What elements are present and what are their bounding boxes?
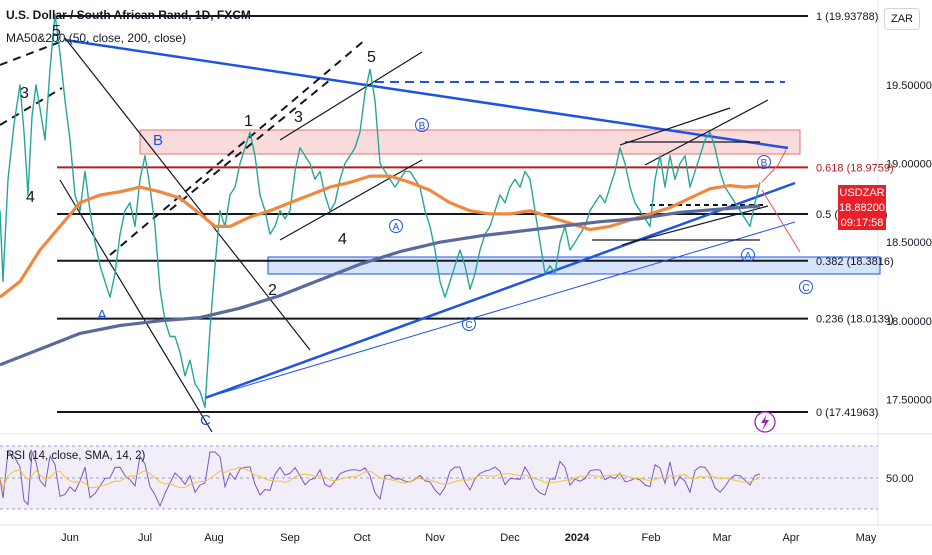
x-tick-0: Jun xyxy=(61,532,79,544)
circle-label-a-1: A xyxy=(393,222,400,233)
rsi-level-label: 50.00 xyxy=(886,473,914,485)
x-tick-11: May xyxy=(856,532,877,544)
wave-label-4b: 4 xyxy=(338,231,347,248)
projection-up-arrow[interactable] xyxy=(761,149,787,183)
wave-label-c: C xyxy=(200,412,211,429)
wave-labels: 3 4 5 A 2 C 1 3 5 4 B xyxy=(20,23,376,429)
currency-button[interactable]: ZAR xyxy=(884,8,920,30)
channel-line-b[interactable] xyxy=(59,179,213,433)
x-tick-4: Oct xyxy=(353,532,370,544)
rsi-line xyxy=(0,451,761,508)
fib-label-0: 1 (19.93788) xyxy=(816,11,878,23)
circle-label-a-2: A xyxy=(745,251,752,262)
fib-label-3: 0.382 (18.3816) xyxy=(816,256,894,268)
y-tick-2: 18.50000 xyxy=(886,237,932,249)
flag-bottom[interactable] xyxy=(621,205,769,246)
price-axis-labels: 19.50000 19.00000 18.50000 18.00000 17.50000 xyxy=(886,80,932,406)
wedge-top[interactable] xyxy=(279,51,423,141)
fib-label-4: 0.236 (18.0139) xyxy=(816,314,894,326)
lightning-icon[interactable] xyxy=(754,411,776,433)
wedge-bottom[interactable] xyxy=(279,159,423,241)
wave-label-2: 2 xyxy=(268,282,277,299)
indicator-legend[interactable]: MA50&200 (50, close, 200, close) xyxy=(6,31,187,45)
x-tick-6: Dec xyxy=(500,532,520,544)
flag-top[interactable] xyxy=(619,107,731,146)
dashed-channel-bottom-left[interactable] xyxy=(0,87,63,126)
series-price xyxy=(0,13,761,408)
y-tick-0: 19.50000 xyxy=(886,80,932,92)
x-tick-1: Jul xyxy=(138,532,152,544)
circle-c-1 xyxy=(462,317,476,331)
wave-label-1: 1 xyxy=(244,113,253,130)
wave-label-5b: 5 xyxy=(367,49,376,66)
fib-label-5: 0 (17.41963) xyxy=(816,407,878,419)
price-tag-symbol: USDZAR xyxy=(838,185,886,200)
y-tick-4: 17.50000 xyxy=(886,394,932,406)
wave-label-b: B xyxy=(153,132,163,149)
rsi-legend[interactable]: RSI (14, close, SMA, 14, 2) xyxy=(6,450,146,462)
time-axis-labels: Jun Jul Aug Sep Oct Nov Dec 2024 Feb Mar Apr May xyxy=(61,532,877,544)
descending-trendline[interactable] xyxy=(64,38,789,150)
wave-label-5: 5 xyxy=(52,23,61,40)
x-tick-5: Nov xyxy=(425,532,445,544)
x-tick-3: Sep xyxy=(280,532,300,544)
flag-mid[interactable] xyxy=(644,99,769,166)
dashed-channel-2[interactable] xyxy=(169,79,331,211)
circle-c-2 xyxy=(799,280,813,294)
fib-label-1: 0.618 (18.9759) xyxy=(816,162,894,174)
thin-ascending-trendline[interactable] xyxy=(204,221,796,399)
circle-label-c-1: C xyxy=(465,320,472,331)
series xyxy=(0,13,761,408)
circle-label-b-1: B xyxy=(419,121,426,132)
wave-label-a: A xyxy=(97,307,107,324)
price-tag-value: 18.88200 xyxy=(838,200,886,215)
circle-label-b-2: B xyxy=(761,158,768,169)
circle-a-1 xyxy=(389,219,403,233)
wave-label-4: 4 xyxy=(26,189,35,206)
wave-label-3: 3 xyxy=(20,85,29,102)
circle-a-2 xyxy=(741,248,755,262)
trend-lines[interactable] xyxy=(0,37,801,433)
symbol-title: U.S. Dollar / South African Rand, 1D, FX… xyxy=(6,8,251,22)
circle-b-2 xyxy=(757,155,771,169)
series-ma200 xyxy=(0,204,761,367)
y-tick-3: 18.00000 xyxy=(886,316,932,328)
circle-label-c-2: C xyxy=(802,283,809,294)
x-tick-8: Feb xyxy=(642,532,661,544)
x-tick-10: Apr xyxy=(782,532,799,544)
y-tick-1: 19.00000 xyxy=(886,159,932,171)
circle-labels: B A C B A C xyxy=(389,118,813,331)
price-tag-countdown: 09:17:58 xyxy=(838,215,886,230)
x-tick-2: Aug xyxy=(204,532,224,544)
fib-levels: 1 (19.93788)0.618 (18.9759)0.5 (18.67876… xyxy=(57,11,894,419)
x-tick-9: Mar xyxy=(713,532,732,544)
projection-down-arrow[interactable] xyxy=(761,189,801,253)
wave-label-3b: 3 xyxy=(294,109,303,126)
circle-b-1 xyxy=(415,118,429,132)
ascending-trendline[interactable] xyxy=(204,181,796,400)
rsi-sma-line xyxy=(0,466,761,490)
x-tick-7: 2024 xyxy=(565,532,590,544)
dashed-channel-top-left[interactable] xyxy=(0,39,66,66)
